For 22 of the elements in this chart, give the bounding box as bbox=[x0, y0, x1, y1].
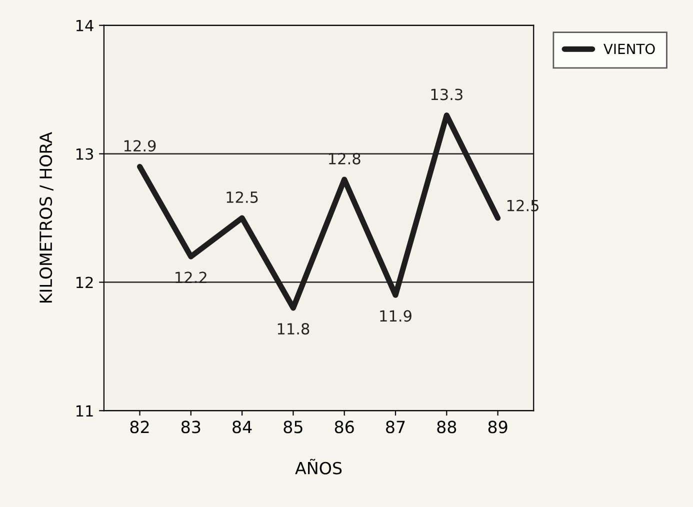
x-tick-label: 82 bbox=[130, 420, 149, 434]
data-label: 12.9 bbox=[124, 140, 156, 152]
y-tick-label: 14 bbox=[76, 20, 94, 32]
data-label: 11.8 bbox=[278, 323, 310, 335]
data-label: 12.8 bbox=[329, 152, 360, 164]
data-label: 12.5 bbox=[226, 191, 258, 203]
data-label: 11.9 bbox=[380, 310, 412, 322]
x-tick-label: 87 bbox=[386, 420, 405, 434]
x-tick-label: 84 bbox=[232, 420, 252, 434]
data-label: 13.3 bbox=[431, 88, 462, 100]
x-tick-label: 83 bbox=[181, 420, 200, 434]
data-label: 12.2 bbox=[176, 272, 206, 283]
legend-label: VIENTO bbox=[604, 44, 655, 54]
x-axis-title: AÑOS bbox=[295, 458, 342, 474]
x-tick-label: 88 bbox=[437, 420, 456, 434]
x-tick-label: 86 bbox=[334, 420, 354, 434]
y-tick-label: 11 bbox=[76, 405, 93, 416]
y-tick-label: 12 bbox=[76, 276, 93, 288]
y-axis-title: KILOMETROS / HORA bbox=[40, 132, 54, 302]
x-tick-label: 85 bbox=[284, 420, 302, 434]
y-tick-label: 13 bbox=[76, 148, 94, 160]
x-tick-label: 89 bbox=[488, 420, 508, 434]
